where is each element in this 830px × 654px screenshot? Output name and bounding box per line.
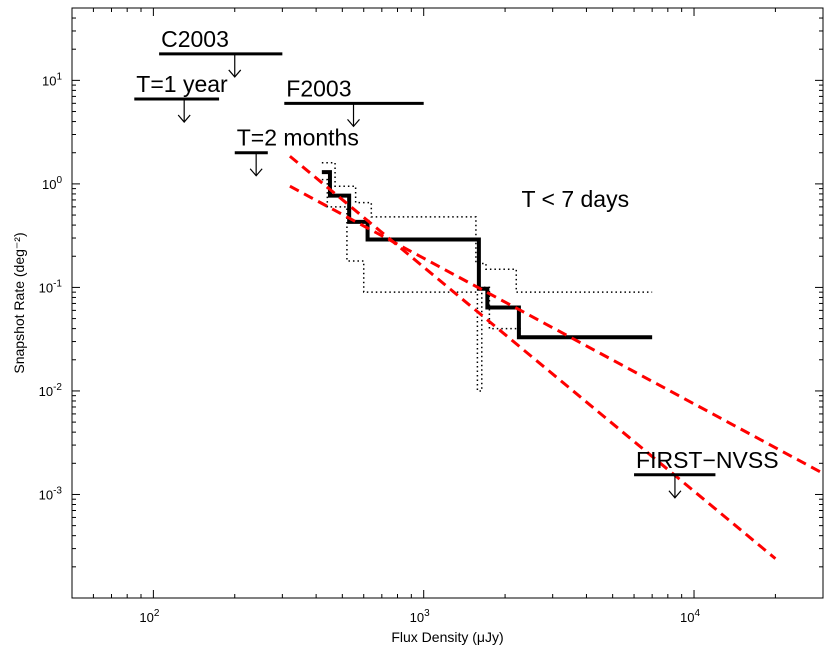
down-arrow-head-icon	[177, 114, 191, 123]
down-arrow-head-icon	[249, 168, 263, 177]
plot-frame	[71, 7, 824, 599]
y-tick-label: 100	[42, 175, 62, 192]
limits-layer: C2003 T=1 year F2003 T=2 months FIRST−NVSS	[134, 26, 779, 499]
series-4-line	[289, 184, 824, 475]
annotation-layer: T < 7 days	[521, 186, 629, 212]
limit-label-1: T=1 year	[136, 71, 228, 97]
down-arrow-head-icon	[347, 118, 360, 128]
x-tick-label: 103	[410, 608, 430, 625]
down-arrow-head-icon	[228, 69, 242, 78]
y-tick-label: 101	[42, 71, 62, 88]
y-tick-label: 10-2	[39, 382, 63, 399]
y-tick-label: 10-1	[39, 278, 63, 295]
limit-label-0: C2003	[161, 26, 229, 52]
y-tick-label: 10-3	[39, 485, 63, 502]
x-tick-label: 102	[139, 608, 159, 625]
series-layer	[288, 155, 824, 560]
series-3-line	[288, 155, 777, 560]
limit-label-4: FIRST−NVSS	[636, 447, 779, 473]
limit-label-2: F2003	[286, 75, 351, 101]
axes-layer: 102 103 104 10-3 10-2 10-1 100 101	[39, 7, 824, 625]
series-0-line	[321, 170, 653, 340]
x-tick-label: 104	[680, 608, 700, 625]
limit-label-3: T=2 months	[237, 125, 359, 151]
x-axis-label: Flux Density (μJy)	[391, 629, 503, 645]
annotation-0: T < 7 days	[521, 186, 629, 212]
down-arrow-head-icon	[668, 490, 682, 499]
y-axis-label: Snapshot Rate (deg⁻²)	[11, 232, 27, 373]
